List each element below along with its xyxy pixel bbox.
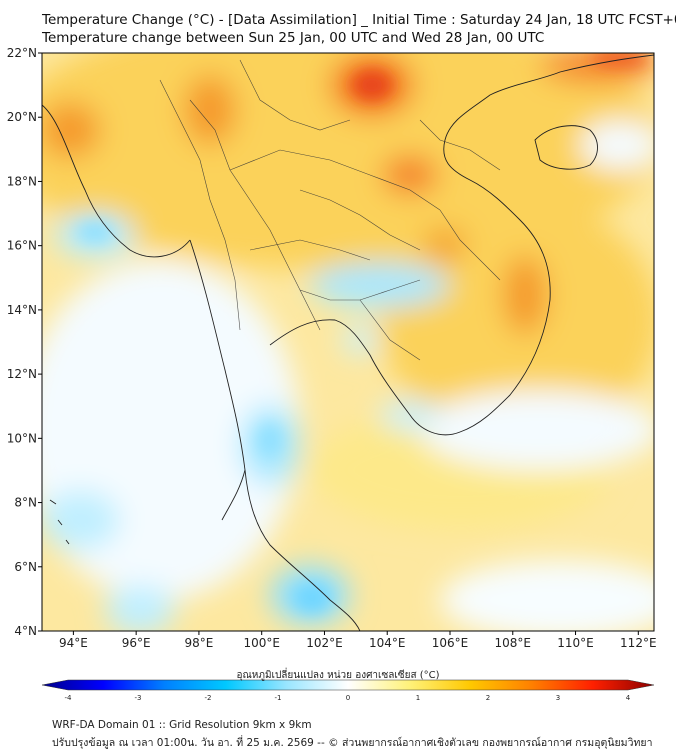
colorbar-tick-label: -2 xyxy=(205,694,212,700)
map-subtitle: Temperature change between Sun 25 Jan, 0… xyxy=(42,30,545,46)
lat-tick-label: 10°N xyxy=(7,431,37,445)
lat-tick-label: 18°N xyxy=(7,174,37,188)
lon-tick-label: 104°E xyxy=(369,636,406,650)
colorbar-tick-label: 4 xyxy=(626,694,631,700)
lon-tick-label: 112°E xyxy=(620,636,657,650)
lon-tick-label: 100°E xyxy=(243,636,280,650)
lon-tick-label: 96°E xyxy=(122,636,151,650)
model-info: WRF-DA Domain 01 :: Grid Resolution 9km … xyxy=(52,719,312,731)
temperature-map: 94°E 96°E 98°E 100°E 102°E 104°E 106°E 108°E 110… xyxy=(7,46,657,700)
admin-borders xyxy=(159,59,501,361)
lat-tick-label: 4°N xyxy=(14,624,37,638)
colorbar-bar xyxy=(41,679,655,691)
lon-tick-label: 106°E xyxy=(432,636,469,650)
colorbar-tick-label: -3 xyxy=(135,694,142,700)
colorbar-tick-label: 2 xyxy=(486,694,490,700)
lat-tick-label: 12°N xyxy=(7,367,37,381)
lon-tick-label: 98°E xyxy=(184,636,213,650)
colorbar-title: อุณหภูมิเปลี่ยนแปลง หน่วย องศาเซลเซียส (… xyxy=(236,670,440,681)
lat-tick-label: 16°N xyxy=(7,239,37,253)
colorbar-tick-label: -4 xyxy=(65,694,73,700)
lat-tick-label: 8°N xyxy=(14,496,37,510)
lat-tick-label: 14°N xyxy=(7,303,37,317)
colorbar-tick-label: 1 xyxy=(416,694,420,700)
lat-tick-label: 6°N xyxy=(14,560,37,574)
colorbar: -4 -3 -2 -1 0 1 2 3 4 xyxy=(41,679,655,700)
colorbar-ticks: -4 -3 -2 -1 0 1 2 3 4 xyxy=(65,694,631,700)
colorbar-tick-label: -1 xyxy=(275,694,282,700)
coastline-outlines xyxy=(42,54,654,631)
temperature-field xyxy=(42,53,654,631)
update-info: ปรับปรุงข้อมูล ณ เวลา 01:00น. วัน อา. ที… xyxy=(52,737,653,749)
colorbar-tick-label: 0 xyxy=(346,694,350,700)
lon-tick-label: 110°E xyxy=(557,636,594,650)
lon-tick-label: 108°E xyxy=(495,636,532,650)
lon-tick-label: 94°E xyxy=(59,636,88,650)
map-title: Temperature Change (°C) - [Data Assimila… xyxy=(42,12,676,28)
map-frame xyxy=(41,52,655,632)
lat-tick-label: 20°N xyxy=(7,110,37,124)
colorbar-tick-label: 3 xyxy=(556,694,560,700)
lon-tick-label: 102°E xyxy=(306,636,343,650)
latitude-axis: 22°N 20°N 18°N 16°N 14°N 12°N 10°N 8°N 6°N 4°N xyxy=(7,46,42,638)
longitude-axis: 94°E 96°E 98°E 100°E 102°E 104°E 106°E 108°E 110… xyxy=(59,631,657,650)
lat-tick-label: 22°N xyxy=(7,46,37,60)
